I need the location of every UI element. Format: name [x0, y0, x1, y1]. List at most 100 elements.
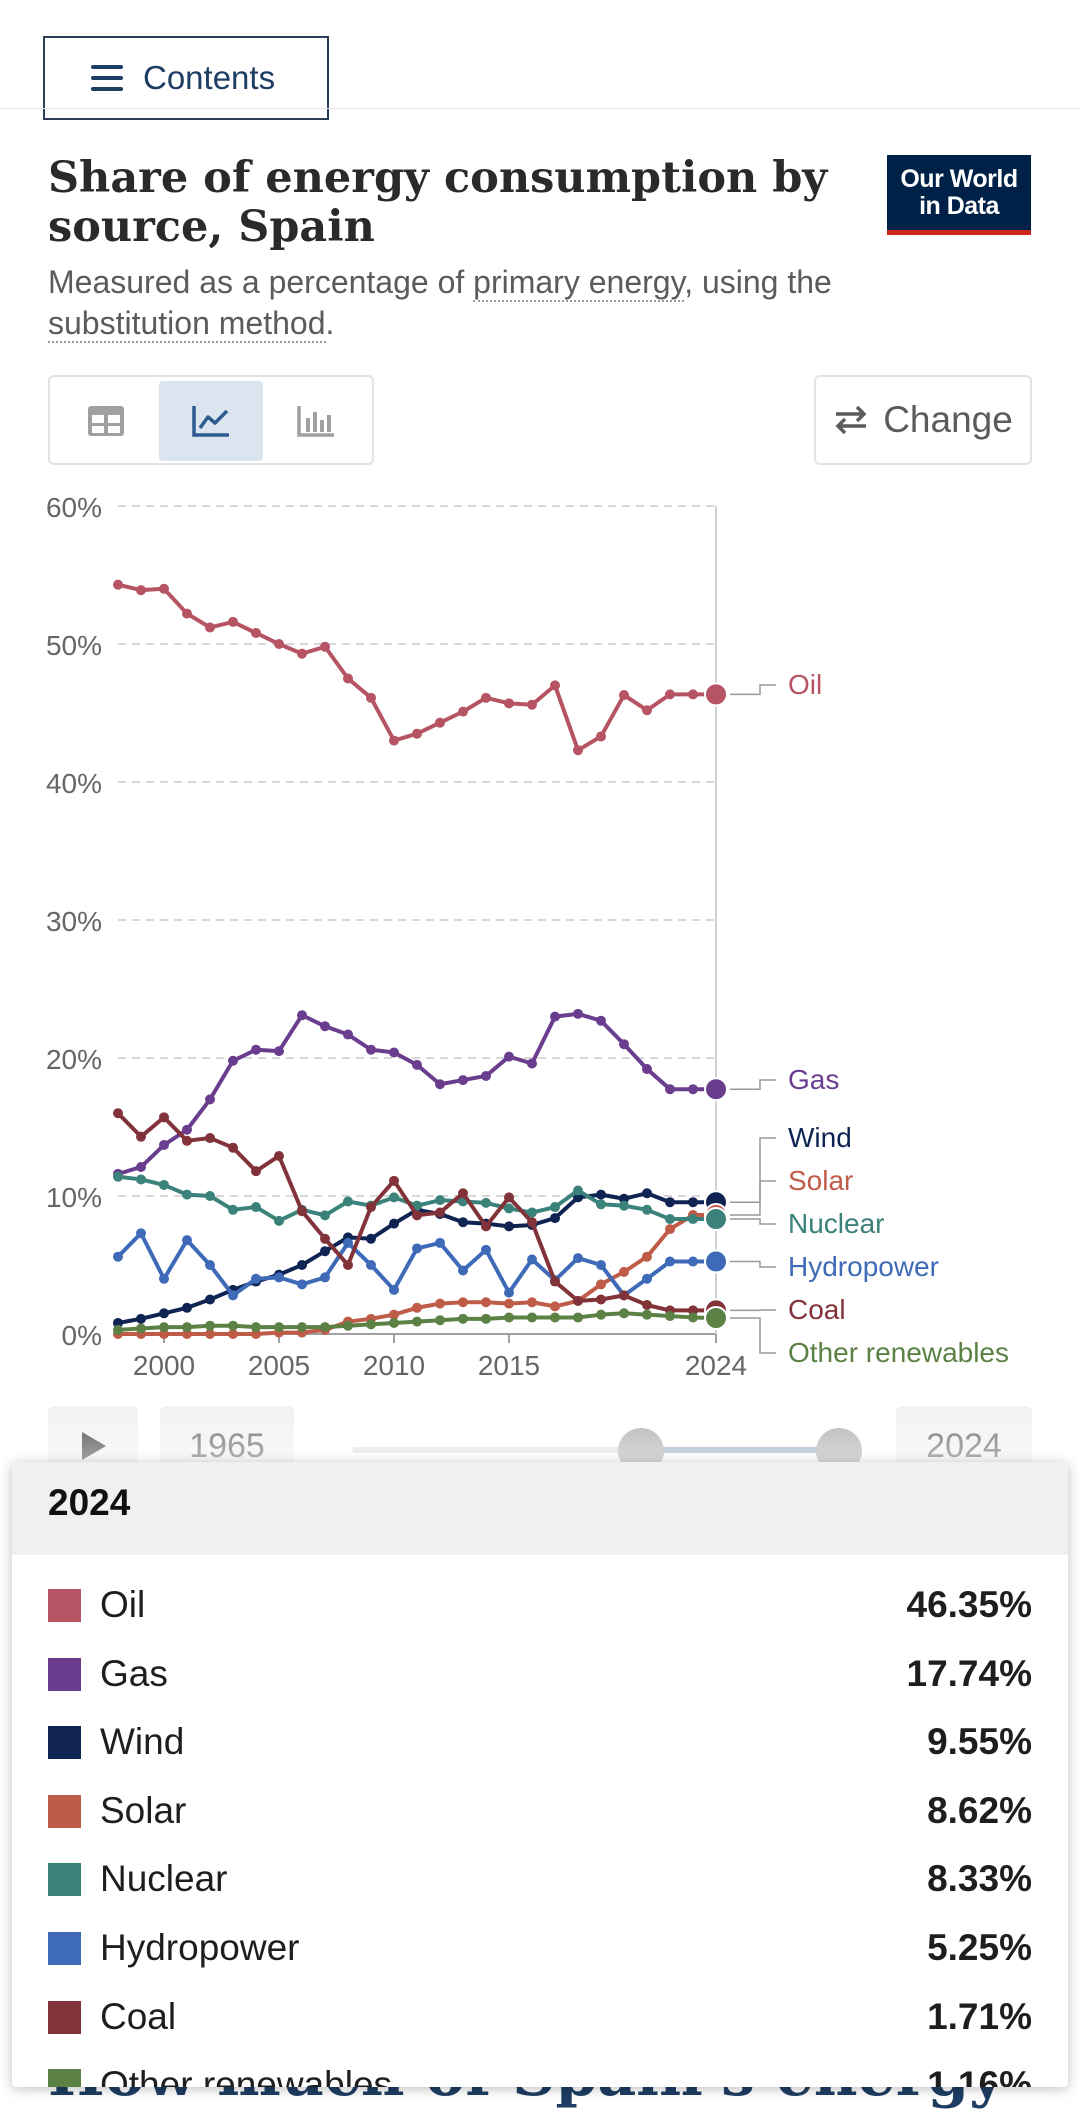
- data-point: [550, 1277, 560, 1287]
- data-point: [366, 1045, 376, 1055]
- data-point: [504, 698, 514, 708]
- data-point: [136, 585, 146, 595]
- data-point: [205, 1295, 215, 1305]
- end-marker: [705, 1208, 727, 1230]
- data-point: [527, 700, 537, 710]
- data-point: [458, 1314, 468, 1324]
- series-end-label: Nuclear: [788, 1208, 884, 1239]
- owid-logo[interactable]: Our World in Data: [887, 155, 1031, 235]
- data-point: [251, 628, 261, 638]
- chart-title: Share of energy consumption by source, S…: [48, 154, 828, 252]
- tooltip-series-name: Coal: [100, 1989, 176, 2045]
- data-point: [159, 1180, 169, 1190]
- tab-table[interactable]: [54, 381, 159, 461]
- data-point: [481, 1297, 491, 1307]
- tooltip-swatch: [48, 1589, 81, 1622]
- data-point: [389, 1219, 399, 1229]
- data-point: [136, 1132, 146, 1142]
- x-tick-label: 2024: [685, 1350, 747, 1381]
- data-point: [228, 617, 238, 627]
- data-point: [596, 1260, 606, 1270]
- data-point: [504, 1192, 514, 1202]
- data-point: [665, 1214, 675, 1224]
- tooltip-series-value: 1.16%: [927, 2057, 1032, 2087]
- x-tick-label: 2015: [478, 1350, 540, 1381]
- data-point: [159, 584, 169, 594]
- data-point: [435, 718, 445, 728]
- data-point: [251, 1202, 261, 1212]
- data-point: [665, 1257, 675, 1267]
- data-point: [435, 1238, 445, 1248]
- change-button[interactable]: Change: [814, 375, 1032, 465]
- data-point: [297, 1260, 307, 1270]
- y-tick-label: 60%: [46, 492, 102, 523]
- data-point: [228, 1056, 238, 1066]
- hamburger-icon: [91, 65, 123, 91]
- y-tick-label: 0%: [62, 1320, 102, 1351]
- data-point: [320, 1272, 330, 1282]
- data-point: [136, 1162, 146, 1172]
- data-point: [320, 1021, 330, 1031]
- tooltip-series-name: Wind: [100, 1714, 184, 1770]
- data-point: [251, 1274, 261, 1284]
- data-point: [274, 1322, 284, 1332]
- data-point: [665, 1197, 675, 1207]
- tooltip-series-value: 1.71%: [927, 1989, 1032, 2045]
- data-point: [228, 1290, 238, 1300]
- data-point: [458, 1297, 468, 1307]
- data-point: [504, 1052, 514, 1062]
- data-point: [527, 1297, 537, 1307]
- data-point: [389, 1318, 399, 1328]
- data-point: [688, 1257, 698, 1267]
- data-point: [136, 1174, 146, 1184]
- data-point: [320, 1246, 330, 1256]
- data-point: [527, 1217, 537, 1227]
- data-point: [550, 1202, 560, 1212]
- data-point: [343, 1030, 353, 1040]
- substitution-method-link[interactable]: substitution method: [48, 305, 326, 343]
- data-point: [113, 1252, 123, 1262]
- data-point: [688, 1197, 698, 1207]
- end-marker: [705, 1078, 727, 1100]
- y-tick-label: 20%: [46, 1044, 102, 1075]
- data-point: [274, 1216, 284, 1226]
- data-point: [113, 1325, 123, 1335]
- tooltip-swatch: [48, 1726, 81, 1759]
- end-marker: [705, 1307, 727, 1329]
- chart-subtitle: Measured as a percentage of primary ener…: [48, 262, 928, 344]
- data-point: [251, 1322, 261, 1332]
- data-point: [366, 1202, 376, 1212]
- end-marker: [705, 683, 727, 705]
- data-point: [481, 1245, 491, 1255]
- data-point: [251, 1166, 261, 1176]
- data-point: [205, 622, 215, 632]
- contents-label: Contents: [143, 59, 275, 97]
- data-point: [596, 1295, 606, 1305]
- data-point: [642, 1064, 652, 1074]
- data-point: [619, 1308, 629, 1318]
- label-connector: [730, 1138, 776, 1202]
- data-point: [573, 1009, 583, 1019]
- tooltip-series-name: Hydropower: [100, 1920, 299, 1976]
- data-point: [619, 1267, 629, 1277]
- label-connector: [730, 685, 776, 694]
- tooltip-swatch: [48, 2001, 81, 2034]
- tab-bar[interactable]: [263, 381, 368, 461]
- y-tick-label: 40%: [46, 768, 102, 799]
- tab-chart[interactable]: [159, 381, 264, 461]
- primary-energy-link[interactable]: primary energy: [473, 264, 684, 302]
- data-point: [389, 736, 399, 746]
- data-point: [458, 1217, 468, 1227]
- label-connector: [730, 1318, 776, 1353]
- series-line: [118, 585, 716, 751]
- label-connector: [730, 1219, 776, 1224]
- tooltip-swatch: [48, 1932, 81, 1965]
- data-point: [642, 1274, 652, 1284]
- tooltip-series-value: 46.35%: [907, 1577, 1033, 1633]
- data-point: [550, 1213, 560, 1223]
- bar-chart-icon: [296, 404, 336, 438]
